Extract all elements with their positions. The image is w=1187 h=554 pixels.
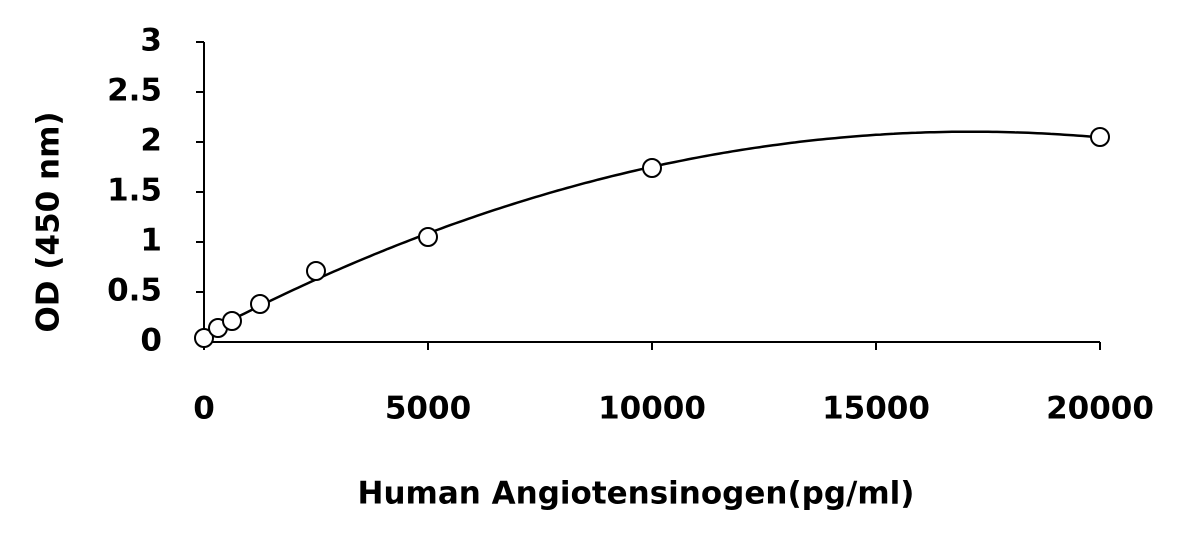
y-tick-label: 2.5	[107, 73, 162, 109]
point	[1090, 127, 1110, 147]
x-tick-label: 5000	[385, 391, 471, 427]
point	[306, 261, 326, 281]
x-axis-label: Human Angiotensinogen(pg/ml)	[358, 476, 915, 512]
y-tick-label: 2	[140, 123, 162, 159]
x-tick-label: 15000	[822, 391, 930, 427]
y-axis-label: OD (450 nm)	[31, 111, 67, 332]
point	[194, 328, 214, 348]
x-tick-label: 0	[193, 391, 215, 427]
x-tick-label: 10000	[598, 391, 706, 427]
point	[642, 158, 662, 178]
point	[418, 227, 438, 247]
y-tick-label: 1.5	[107, 173, 162, 209]
y-tick-label: 1	[140, 223, 162, 259]
x-tick-label: 20000	[1046, 391, 1154, 427]
point	[250, 294, 270, 314]
y-tick-label: 3	[140, 23, 162, 59]
point	[222, 311, 242, 331]
y-tick-label: 0	[140, 323, 162, 359]
y-tick-label: 0.5	[107, 273, 162, 309]
